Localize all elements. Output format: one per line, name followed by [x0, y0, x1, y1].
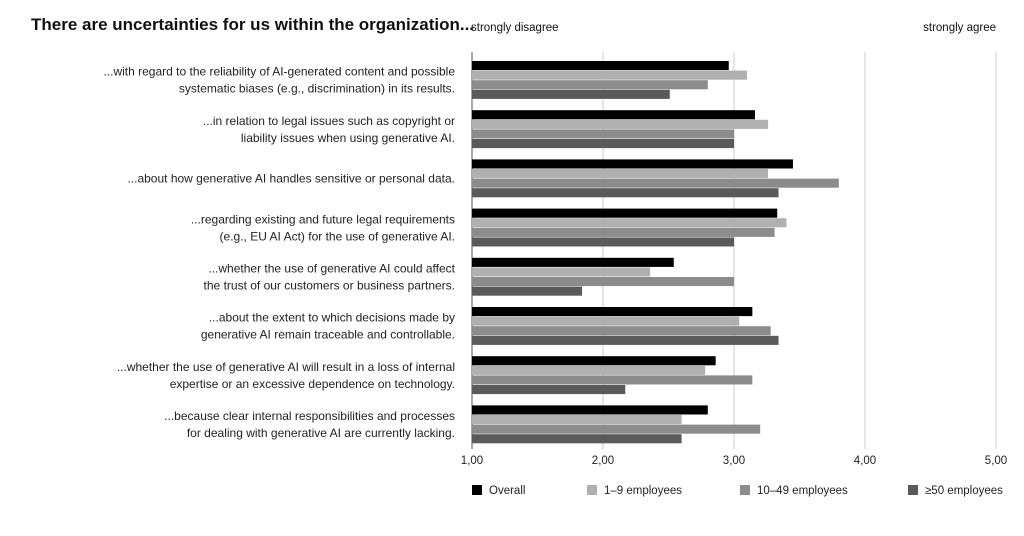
category-label: ...because clear internal responsibiliti…: [164, 409, 455, 423]
bar: [472, 434, 682, 444]
category-label: ...about how generative AI handles sensi…: [127, 172, 455, 186]
x-tick-label: 4,00: [854, 455, 876, 467]
x-tick-label: 1,00: [461, 455, 483, 467]
x-tick-label: 3,00: [723, 455, 745, 467]
bar: [472, 365, 706, 375]
bar: [472, 89, 670, 99]
x-tick-label: 2,00: [592, 455, 614, 467]
category-label: (e.g., EU AI Act) for the use of generat…: [220, 229, 455, 243]
bar: [472, 169, 769, 179]
bar: [472, 286, 583, 296]
scale-left-label: strongly disagree: [471, 22, 559, 34]
category-label: ...about the extent to which decisions m…: [209, 311, 455, 325]
bar: [472, 129, 734, 139]
bar: [472, 277, 734, 287]
bar: [472, 188, 779, 198]
category-label: liability issues when using generative A…: [241, 131, 455, 145]
legend-swatch: [740, 485, 750, 495]
bar: [472, 70, 748, 80]
legend-label: 1–9 employees: [604, 485, 682, 497]
bar: [472, 110, 755, 120]
legend-label: ≥50 employees: [925, 485, 1003, 497]
bar: [472, 326, 771, 336]
chart-title: There are uncertainties for us within th…: [31, 15, 475, 34]
bar: [472, 227, 775, 237]
category-label: ...regarding existing and future legal r…: [191, 212, 455, 226]
bar: [472, 119, 769, 129]
bar: [472, 218, 787, 228]
bar: [472, 139, 734, 149]
scale-right-label: strongly agree: [923, 22, 996, 34]
x-tick-label: 5,00: [985, 455, 1007, 467]
bar: [472, 267, 651, 277]
category-label: ...with regard to the reliability of AI-…: [103, 65, 455, 79]
category-label: for dealing with generative AI are curre…: [187, 426, 455, 440]
legend-swatch: [908, 485, 918, 495]
bar: [472, 335, 779, 345]
bar: [472, 316, 740, 326]
bar: [472, 159, 793, 169]
legend-label: 10–49 employees: [757, 485, 848, 497]
bar: [472, 405, 708, 415]
bar: [472, 375, 753, 385]
category-label: ...in relation to legal issues such as c…: [203, 114, 455, 128]
category-label: ...whether the use of generative AI coul…: [208, 262, 455, 276]
legend-swatch: [472, 485, 482, 495]
legend-label: Overall: [489, 485, 525, 497]
legend-swatch: [587, 485, 597, 495]
category-label: expertise or an excessive dependence on …: [170, 377, 455, 391]
bar: [472, 61, 729, 71]
bar: [472, 257, 674, 267]
category-label: ...whether the use of generative AI will…: [117, 360, 455, 374]
bar: [472, 80, 708, 90]
bar: [472, 356, 716, 366]
category-label: generative AI remain traceable and contr…: [201, 328, 455, 342]
bar: [472, 237, 734, 247]
bar: [472, 208, 778, 218]
category-label: systematic biases (e.g., discrimination)…: [179, 82, 455, 96]
bar: [472, 385, 626, 395]
bar: [472, 178, 839, 188]
bar: [472, 415, 682, 425]
bar: [472, 424, 761, 434]
category-label: the trust of our customers or business p…: [204, 279, 455, 293]
bar: [472, 307, 753, 317]
